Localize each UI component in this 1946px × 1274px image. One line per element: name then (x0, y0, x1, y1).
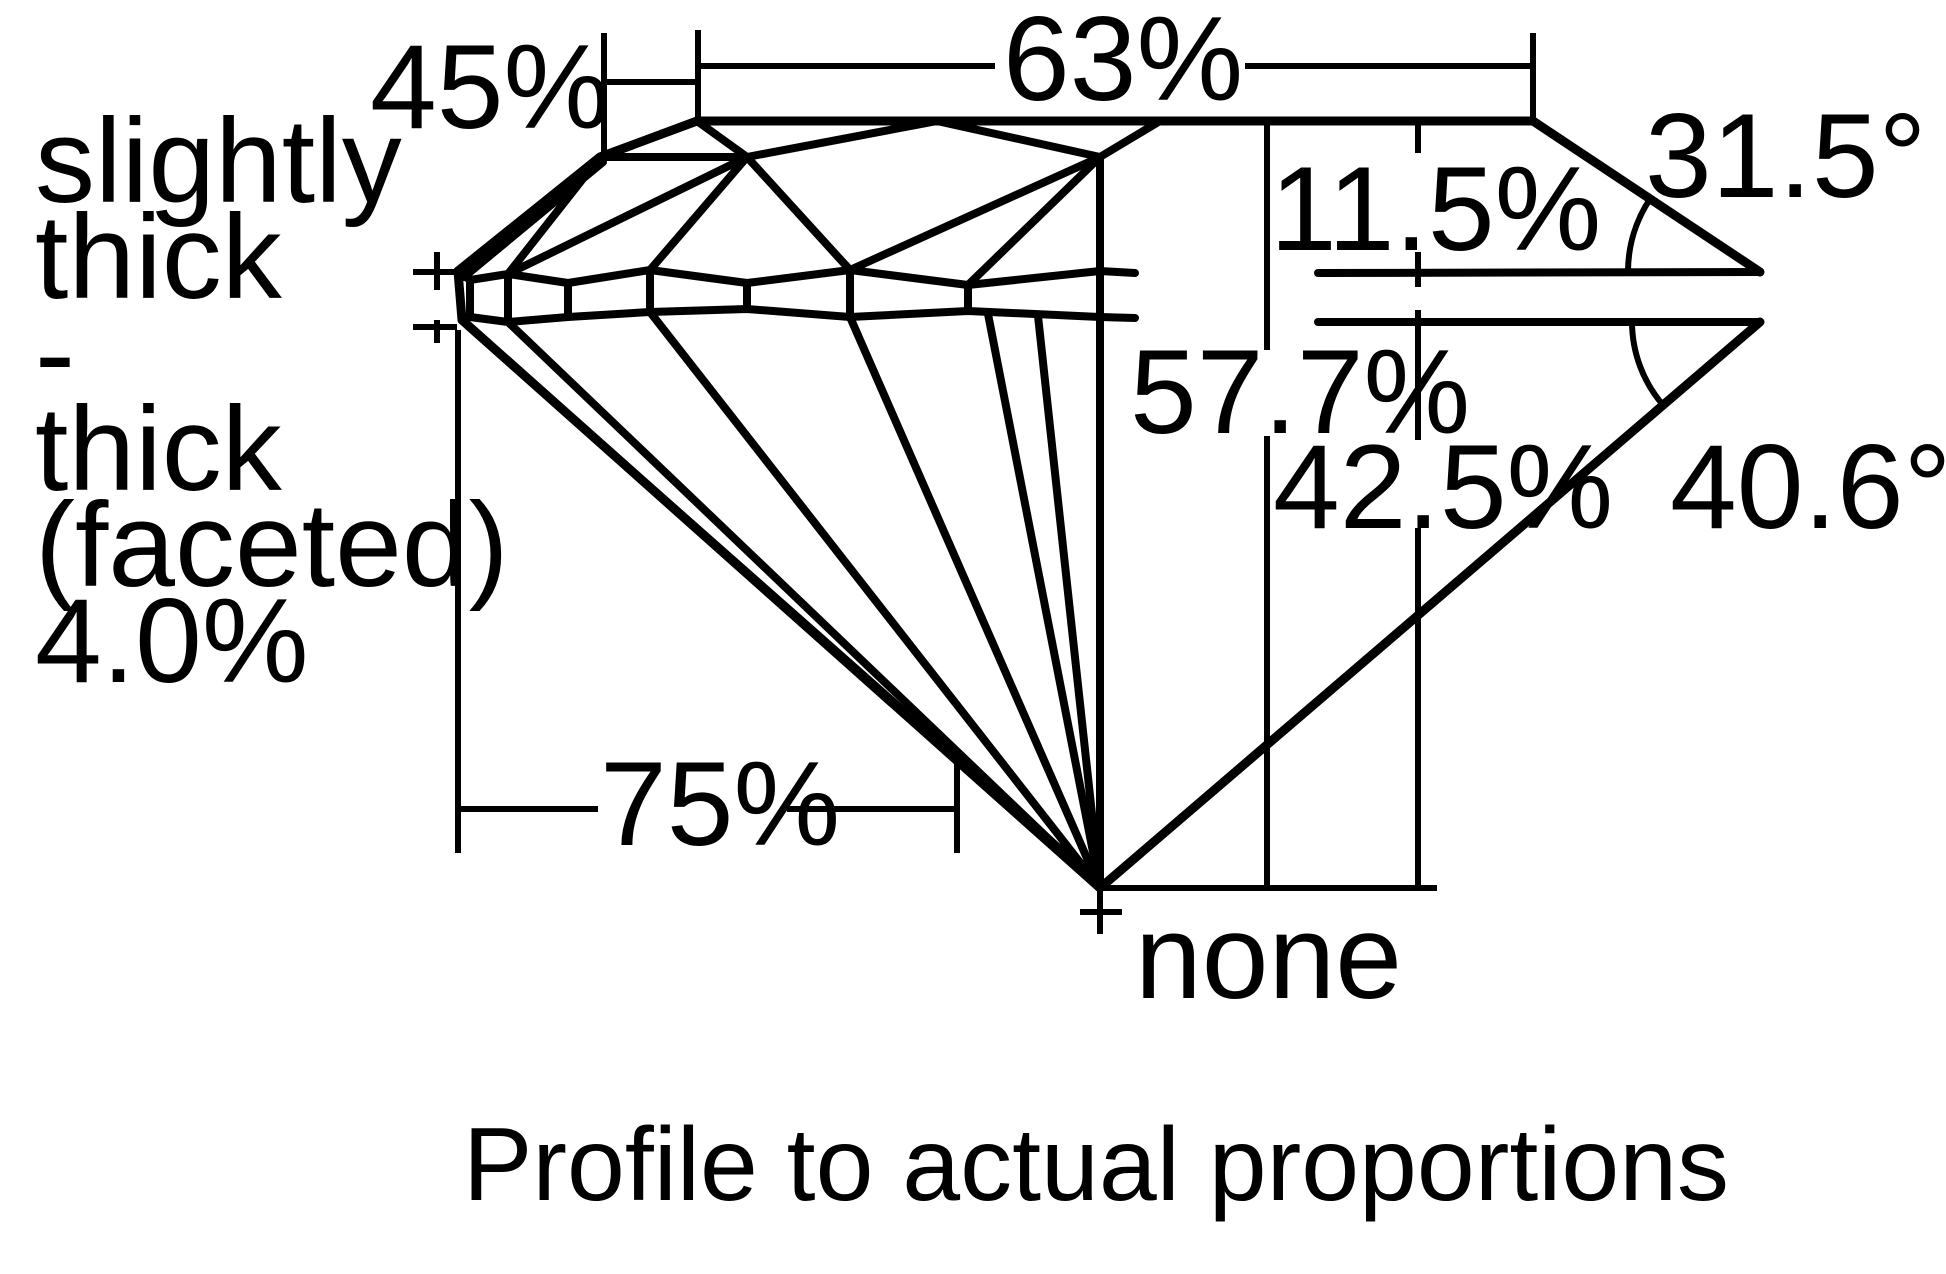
lower-girdle-dimension (455, 330, 960, 853)
crown-angle-label: 31.5° (1645, 89, 1927, 223)
girdle-thickness-line-5: (faceted) (35, 478, 509, 612)
table-size-label: 63% (1003, 0, 1243, 126)
lower-girdle-label: 75% (600, 737, 840, 871)
girdle-thickness-line-6: 4.0% (35, 574, 309, 708)
crown-facets (460, 117, 1164, 892)
girdle-thickness-line-4: thick (35, 382, 283, 516)
pavilion-depth-label: 42.5% (1273, 420, 1613, 554)
pavilion-facets (464, 308, 1104, 892)
pavilion-angle-arc (1629, 321, 1666, 407)
girdle-thickness-label: slightly thick - thick (faceted) 4.0% (35, 94, 509, 708)
star-length-dimension (601, 30, 701, 157)
culet-mark (1080, 885, 1437, 934)
total-depth-label: 57.7% (1130, 325, 1470, 459)
culet-label: none (1135, 890, 1402, 1024)
girdle-thickness-marks (413, 252, 457, 343)
table-size-dimension (698, 33, 1536, 121)
pavilion-angle-label: 40.6° (1670, 420, 1946, 554)
girdle-thickness-line-3: - (35, 286, 75, 420)
girdle-thickness-line-2: thick (35, 190, 283, 324)
star-length-label: 45% (370, 20, 610, 154)
girdle-thickness-line-1: slightly (35, 94, 402, 228)
crown-height-label: 11.5% (1270, 142, 1601, 276)
crown-angle-arc (1625, 197, 1653, 273)
diagram-title: Profile to actual proportions (463, 1107, 1729, 1223)
girdle-band (454, 266, 1764, 326)
